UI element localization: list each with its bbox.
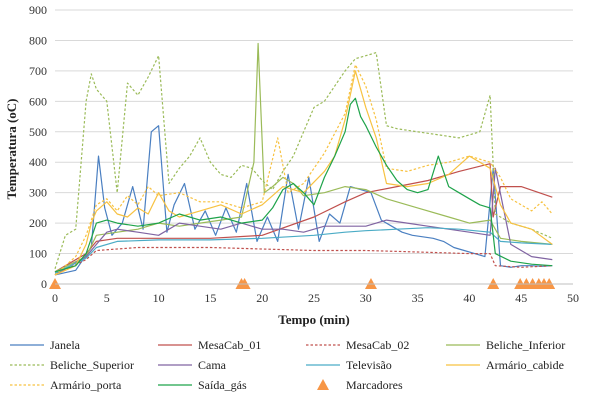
legend-item-arm-rio-cabide: Armário_cabide [446, 358, 564, 372]
series-layer [54, 42, 553, 276]
legend-swatch [317, 379, 329, 390]
legend-label: Armário_cabide [486, 358, 564, 372]
x-tick-label: 15 [204, 291, 216, 305]
x-tick-labels: 0 5 10 15 20 25 30 35 40 45 50 [52, 291, 579, 305]
y-tick-labels: 0 100 200 300 400 500 600 700 800 900 [29, 3, 47, 291]
y-tick-label: 300 [29, 186, 47, 200]
x-tick-label: 50 [567, 291, 579, 305]
x-tick-label: 5 [104, 291, 110, 305]
legend-item-arm-rio-porta: Armário_porta [10, 378, 122, 392]
series-line-sa-da-g-s [54, 97, 553, 273]
y-tick-label: 500 [29, 125, 47, 139]
series-line-cama [54, 167, 553, 276]
legend: Janela MesaCab_01 MesaCab_02 Beliche_Inferi… [10, 338, 565, 392]
legend-label: Marcadores [346, 378, 403, 392]
legend-label: Cama [198, 358, 227, 372]
y-tick-label: 0 [41, 277, 47, 291]
y-tick-label: 900 [29, 3, 47, 17]
series-line-beliche-superior [54, 51, 553, 269]
series-line-janela [54, 125, 553, 276]
legend-label: Janela [50, 338, 81, 352]
y-tick-label: 700 [29, 64, 47, 78]
y-tick-label: 800 [29, 33, 47, 47]
x-tick-label: 30 [360, 291, 372, 305]
legend-label: MesaCab_02 [346, 338, 409, 352]
x-axis-title: Tempo (min) [278, 312, 349, 327]
series-line-beliche-inferior [54, 42, 553, 273]
legend-item-cama: Cama [158, 358, 227, 372]
legend-item-beliche-superior: Beliche_Superior [10, 358, 134, 372]
series-line-mesacab-01 [54, 163, 553, 273]
y-tick-label: 400 [29, 155, 47, 169]
legend-item-mesacab-02: MesaCab_02 [306, 338, 409, 352]
y-tick-label: 100 [29, 247, 47, 261]
legend-label: Televisão [346, 358, 392, 372]
legend-label: Beliche_Superior [50, 358, 134, 372]
x-tick-label: 20 [256, 291, 268, 305]
legend-item-sa-da-g-s: Saída_gás [158, 378, 247, 392]
legend-item-marcadores: Marcadores [317, 378, 403, 392]
x-tick-label: 25 [308, 291, 320, 305]
legend-label: Saída_gás [198, 378, 247, 392]
x-tick-label: 10 [153, 291, 165, 305]
legend-item-televis-o: Televisão [306, 358, 392, 372]
legend-label: Beliche_Inferior [486, 338, 565, 352]
legend-item-beliche-inferior: Beliche_Inferior [446, 338, 565, 352]
series-line-televis-o [54, 227, 553, 274]
y-tick-label: 200 [29, 216, 47, 230]
x-tick-label: 40 [463, 291, 475, 305]
y-tick-label: 600 [29, 94, 47, 108]
gridlines [55, 9, 573, 285]
legend-label: MesaCab_01 [198, 338, 261, 352]
legend-label: Armário_porta [50, 378, 122, 392]
legend-item-mesacab-01: MesaCab_01 [158, 338, 261, 352]
y-axis-title: Temperatura (oC) [4, 99, 19, 200]
series-line-arm-rio-porta [54, 64, 553, 276]
series-line-mesacab-02 [54, 246, 553, 276]
x-tick-label: 35 [412, 291, 424, 305]
x-tick-label: 45 [515, 291, 527, 305]
x-tick-label: 0 [52, 291, 58, 305]
legend-item-janela: Janela [10, 338, 81, 352]
